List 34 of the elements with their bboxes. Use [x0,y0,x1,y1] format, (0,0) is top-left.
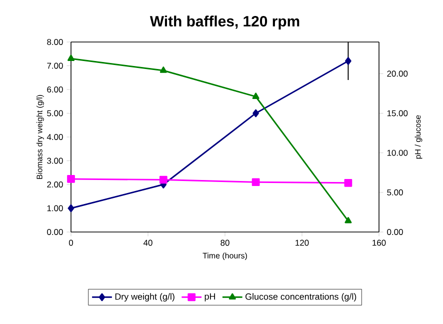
point [252,109,259,118]
y-tick-label: 4.00 [46,134,63,140]
point [68,204,74,212]
y-tick-label: 7.00 [47,62,63,69]
point [345,57,352,65]
y2-tick-label: 15.00 [387,110,408,116]
y-tick-label: 5.00 [47,110,63,116]
point [160,66,167,73]
point [159,176,168,184]
chart-title: With baffles, 120 rpm [150,16,300,30]
x-tick-label: 80 [220,240,230,246]
point [344,216,352,224]
y2-tick-label: 20.00 [387,70,408,77]
x-tick-label: 40 [143,240,152,246]
point [67,54,75,61]
legend-label: Glucose concentrations (g/l) [246,293,356,302]
point [344,178,352,187]
y2-tick-label: 10.00 [387,150,408,156]
y-tick-label: 3.00 [47,158,63,164]
legend-label: Dry weight (g/l) [115,293,174,302]
legend-label: pH [204,293,215,302]
point [252,92,260,99]
point [67,175,75,183]
x-tick-label: 120 [296,240,309,246]
y-tick-label: 8.00 [47,39,63,45]
point [252,178,260,186]
x-tick-label: 160 [372,240,386,246]
y2-tick-label: 5.00 [387,189,403,196]
y-tick-label: 0.00 [47,229,63,235]
y-tick-label: 2.00 [47,182,63,188]
y2-tick-label: 0.00 [387,229,403,235]
y-tick-label: 1.00 [47,205,63,212]
x-tick-label: 0 [68,240,74,246]
y-tick-label: 6.00 [47,86,63,92]
